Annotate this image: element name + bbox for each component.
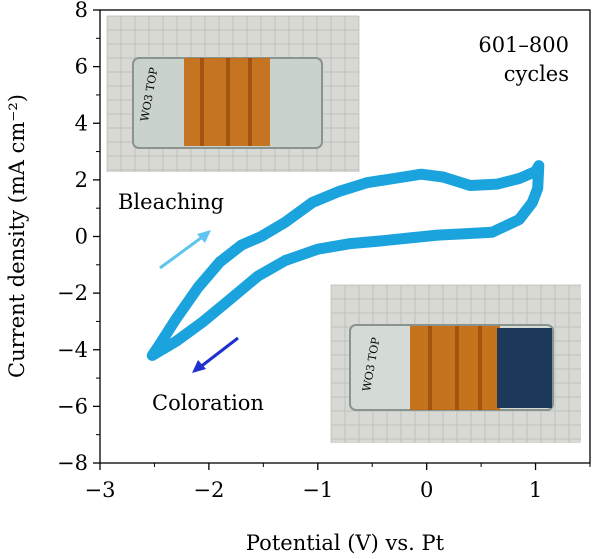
cv-data-point bbox=[147, 350, 158, 361]
cv-data-point bbox=[465, 180, 476, 191]
cv-data-point bbox=[307, 197, 318, 208]
cv-data-point bbox=[193, 282, 203, 293]
coloration-arrow bbox=[192, 336, 239, 373]
cv-data-point bbox=[280, 217, 291, 228]
colored-wo3-film bbox=[497, 328, 552, 408]
cv-data-point bbox=[378, 235, 389, 246]
cv-data-point bbox=[492, 179, 503, 190]
cv-data-point bbox=[514, 173, 525, 184]
cv-data-point bbox=[252, 271, 263, 282]
x-tick-label: 1 bbox=[529, 478, 542, 502]
cv-data-point bbox=[459, 228, 470, 239]
cv-data-point bbox=[171, 336, 182, 347]
cycles-label-line1: 601–800 bbox=[478, 33, 569, 57]
cv-data-point bbox=[198, 316, 209, 327]
bleached-device-photo: WO3 TOP bbox=[106, 15, 360, 172]
cv-data-point bbox=[527, 197, 538, 208]
cv-data-point bbox=[280, 255, 291, 266]
x-axis-ticks: −3 −2 −1 0 1 bbox=[85, 463, 591, 502]
cv-data-point bbox=[432, 230, 443, 241]
colored-device-photo: WO3 TOP bbox=[330, 284, 581, 443]
cv-data-point bbox=[214, 256, 225, 267]
cv-data-point bbox=[389, 173, 399, 184]
cv-data-point bbox=[171, 313, 182, 324]
cv-data-point bbox=[533, 160, 544, 171]
coloration-label: Coloration bbox=[152, 391, 264, 415]
y-tick-label: −4 bbox=[57, 338, 88, 362]
y-tick-label: −6 bbox=[57, 394, 88, 418]
y-tick-label: 0 bbox=[75, 225, 88, 249]
cv-curve bbox=[146, 160, 545, 361]
cv-data-point bbox=[487, 227, 497, 238]
cv-data-point bbox=[438, 172, 448, 183]
cycles-label-line2: cycles bbox=[504, 62, 569, 86]
cv-data-point bbox=[225, 293, 236, 304]
y-tick-label: −8 bbox=[57, 451, 88, 475]
bleaching-label: Bleaching bbox=[118, 190, 224, 214]
cv-data-point bbox=[416, 169, 427, 180]
x-tick-label: 0 bbox=[420, 478, 433, 502]
y-tick-label: −2 bbox=[57, 281, 88, 305]
y-tick-label: 8 bbox=[75, 0, 88, 22]
cv-data-point bbox=[532, 183, 543, 194]
cv-data-point bbox=[361, 177, 372, 188]
x-tick-label: −2 bbox=[193, 478, 224, 502]
cv-data-point bbox=[236, 239, 247, 250]
cv-data-point bbox=[256, 231, 267, 242]
bleaching-arrow bbox=[159, 230, 211, 270]
x-tick-label: −3 bbox=[85, 478, 116, 502]
y-tick-label: 6 bbox=[75, 55, 88, 79]
cv-data-point bbox=[345, 238, 356, 249]
x-axis-title: Potential (V) vs. Pt bbox=[246, 531, 445, 555]
cv-data-point bbox=[312, 244, 323, 255]
cv-data-point bbox=[334, 186, 345, 197]
x-tick-label: −1 bbox=[302, 478, 333, 502]
cv-data-point bbox=[514, 214, 525, 225]
y-axis-ticks: −8 −6 −4 −2 0 2 4 6 8 bbox=[57, 0, 100, 475]
y-axis-title: Current density (mA cm⁻²) bbox=[5, 94, 29, 378]
cv-data-point bbox=[154, 339, 165, 350]
y-tick-label: 4 bbox=[75, 111, 88, 135]
cv-data-point bbox=[405, 232, 416, 243]
y-tick-label: 2 bbox=[75, 168, 88, 192]
